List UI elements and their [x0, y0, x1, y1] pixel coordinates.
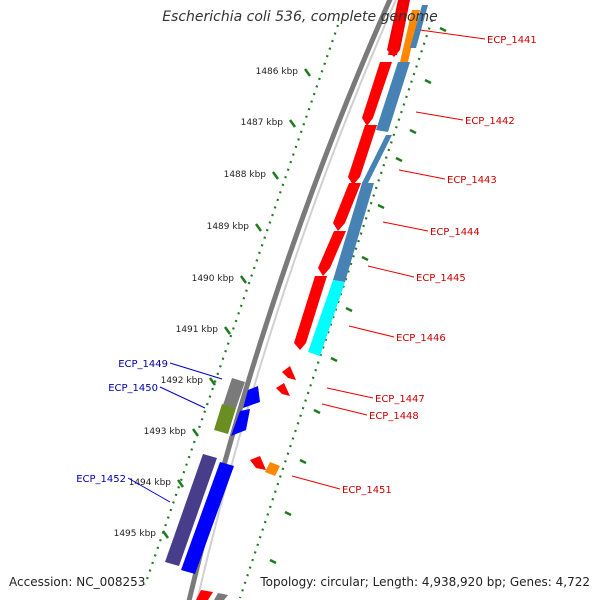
dotted-guide-2	[238, 19, 434, 599]
gene-label-ECP_1451: ECP_1451	[342, 485, 392, 496]
cds-arrow	[388, 10, 407, 55]
kbp-tick	[288, 119, 297, 128]
kbp-tick-label: 1491 kbp	[176, 325, 219, 335]
gene-ECP_1445-arrow	[318, 231, 346, 276]
gene-ECP_1445-bar	[333, 183, 374, 282]
gene-ECP_1443-bar	[362, 135, 392, 183]
gene-ECP_1447-arrow	[282, 366, 296, 380]
inner-tick	[361, 255, 369, 262]
gene-ECP_1452-blue	[181, 462, 234, 574]
bottom-gray	[214, 593, 228, 600]
leader-ECP_1446	[348, 325, 395, 338]
kbp-tick	[271, 171, 280, 180]
leader-ECP_1441	[419, 29, 486, 40]
gene-labels: ECP_1441 ECP_1442 ECP_1443 ECP_1444 ECP_1445…	[76, 29, 537, 503]
scale-ticks: 1486 kbp 1487 kbp 1488 kbp 1489 kbp 1490 kbp…	[114, 26, 447, 565]
kbp-tick	[161, 530, 170, 539]
kbp-tick	[303, 68, 312, 77]
kbp-tick	[191, 428, 200, 437]
kbp-tick-label: 1486 kbp	[256, 67, 299, 77]
accession-label: Accession: NC_008253	[9, 575, 146, 589]
gene-ECP_1451-red	[250, 456, 266, 470]
leader-ECP_1450	[159, 386, 206, 409]
inner-tick	[284, 510, 292, 517]
kbp-tick-label: 1490 kbp	[192, 274, 235, 284]
gene-ECP_1446-arrow	[294, 276, 327, 350]
kbp-tick	[208, 377, 217, 386]
backbone-shadow	[196, 0, 397, 600]
gene-label-ECP_1449: ECP_1449	[118, 359, 168, 370]
gene-label-ECP_1452: ECP_1452	[76, 474, 126, 485]
inner-tick	[377, 203, 385, 210]
map-title: Escherichia coli 536, complete genome	[162, 9, 438, 25]
leader-ECP_1442	[415, 111, 464, 121]
inner-tick	[299, 458, 307, 465]
leader-ECP_1452	[127, 477, 171, 503]
leader-ECP_1448	[321, 403, 368, 416]
inner-tick	[439, 26, 447, 33]
kbp-tick	[239, 275, 248, 284]
kbp-tick-label: 1488 kbp	[224, 170, 267, 180]
dotted-guide-1	[143, 24, 340, 586]
gene-ECP_1450-green	[214, 404, 236, 434]
gene-label-ECP_1445: ECP_1445	[416, 273, 466, 284]
gene-ECP_1449-gray	[223, 378, 245, 408]
kbp-tick-label: 1489 kbp	[207, 222, 250, 232]
kbp-tick-label: 1493 kbp	[144, 427, 187, 437]
inner-tick	[409, 128, 417, 135]
gene-ECP_1441-orange	[400, 10, 420, 62]
tick-dots	[143, 19, 434, 599]
backbone-ring	[186, 0, 397, 600]
gene-features	[165, 0, 428, 600]
gene-ECP_1449-blue-arrow	[243, 386, 260, 408]
kbp-tick	[176, 479, 185, 488]
gene-ECP_1451-orange	[265, 462, 280, 476]
kbp-tick	[223, 326, 232, 335]
gene-label-ECP_1442: ECP_1442	[465, 116, 515, 127]
kbp-tick-label: 1495 kbp	[114, 529, 157, 539]
leader-ECP_1445	[367, 265, 415, 278]
gene-label-ECP_1447: ECP_1447	[375, 394, 425, 405]
gene-ECP_1452-slate	[165, 454, 217, 566]
leader-ECP_1449	[169, 362, 223, 380]
inner-tick	[330, 356, 338, 363]
inner-tick	[269, 558, 277, 565]
kbp-tick-label: 1494 kbp	[129, 478, 172, 488]
gene-ECP_1442-arrow	[362, 62, 392, 126]
gene-ECP_1450-blue	[231, 409, 250, 436]
gene-label-ECP_1446: ECP_1446	[396, 333, 446, 344]
gene-ECP_1448-arrow	[276, 383, 290, 396]
summary-label: Topology: circular; Length: 4,938,920 bp…	[260, 575, 590, 589]
gene-label-ECP_1443: ECP_1443	[447, 175, 497, 186]
kbp-tick-label: 1492 kbp	[161, 376, 204, 386]
leader-ECP_1451	[291, 475, 341, 490]
gene-ECP_1446-bar	[308, 280, 345, 356]
leader-ECP_1447	[326, 387, 374, 399]
leader-ECP_1444	[382, 221, 429, 232]
gene-ECP_1443-arrow	[348, 125, 377, 185]
leader-ECP_1443	[398, 169, 446, 180]
gene-label-ECP_1448: ECP_1448	[369, 411, 419, 422]
gene-label-ECP_1444: ECP_1444	[430, 227, 480, 238]
gene-ECP_1441-blue	[410, 5, 428, 48]
inner-tick	[424, 78, 432, 85]
gene-ECP_1444-arrow	[333, 183, 361, 231]
inner-tick	[395, 156, 403, 163]
kbp-tick-label: 1487 kbp	[241, 118, 284, 128]
gene-label-ECP_1441: ECP_1441	[487, 35, 537, 46]
kbp-tick	[254, 223, 263, 232]
gene-label-ECP_1450: ECP_1450	[108, 383, 158, 394]
gene-ECP_1442-bar	[376, 62, 410, 132]
inner-tick	[313, 408, 321, 415]
inner-tick	[345, 306, 353, 313]
bottom-red	[196, 590, 213, 600]
